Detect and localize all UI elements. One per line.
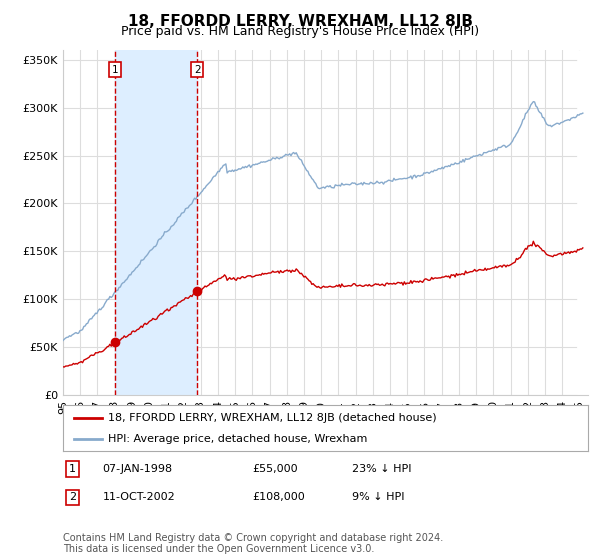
Bar (115, 50, 197, 395)
Text: £55,000: £55,000 (252, 464, 298, 474)
Text: 11-OCT-2002: 11-OCT-2002 (103, 492, 175, 502)
Text: £108,000: £108,000 (252, 492, 305, 502)
Text: 9% ↓ HPI: 9% ↓ HPI (352, 492, 404, 502)
Text: 18, FFORDD LERRY, WREXHAM, LL12 8JB (detached house): 18, FFORDD LERRY, WREXHAM, LL12 8JB (det… (107, 413, 436, 423)
Bar (577, 50, 596, 395)
Text: 1: 1 (112, 64, 119, 74)
Text: 2: 2 (194, 64, 200, 74)
Text: 2: 2 (69, 492, 76, 502)
Text: 1: 1 (69, 464, 76, 474)
Text: HPI: Average price, detached house, Wrexham: HPI: Average price, detached house, Wrex… (107, 435, 367, 444)
Text: Contains HM Land Registry data © Crown copyright and database right 2024.
This d: Contains HM Land Registry data © Crown c… (63, 533, 443, 554)
Text: 23% ↓ HPI: 23% ↓ HPI (352, 464, 411, 474)
Text: 07-JAN-1998: 07-JAN-1998 (103, 464, 173, 474)
Text: Price paid vs. HM Land Registry's House Price Index (HPI): Price paid vs. HM Land Registry's House … (121, 25, 479, 38)
Text: 18, FFORDD LERRY, WREXHAM, LL12 8JB: 18, FFORDD LERRY, WREXHAM, LL12 8JB (128, 14, 473, 29)
